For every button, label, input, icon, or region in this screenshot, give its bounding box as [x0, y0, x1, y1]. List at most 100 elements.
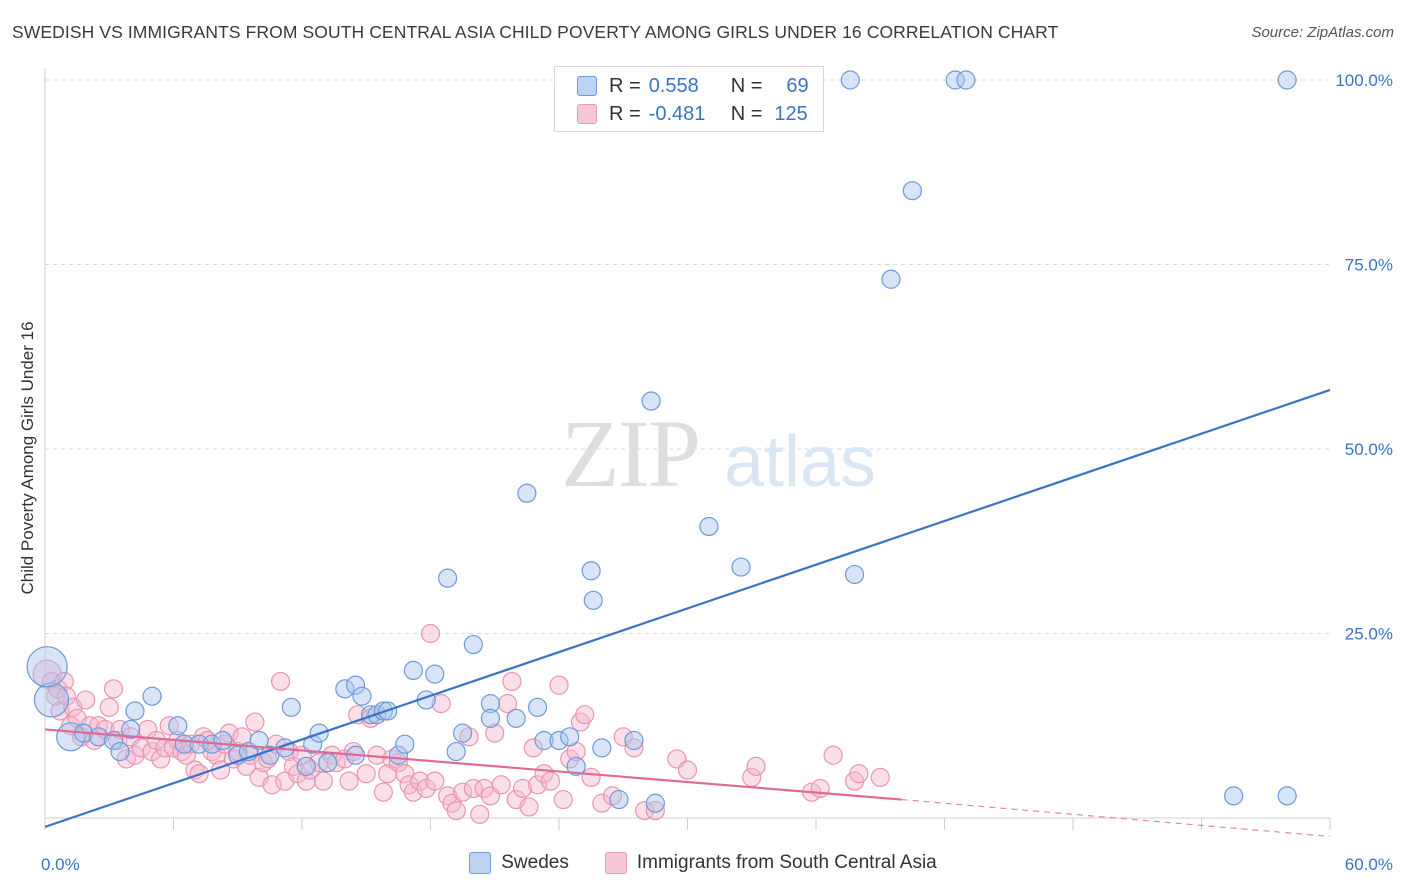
immigrants-point: [498, 694, 518, 714]
immigrants-point: [339, 771, 359, 791]
immigrants-point: [54, 671, 74, 692]
swatch-immigrants: [577, 104, 597, 124]
swedes-point: [33, 682, 70, 718]
legend-n-label: N =: [730, 102, 763, 125]
swedes-point: [527, 697, 548, 717]
legend-n-label: N =: [730, 74, 763, 97]
swedes-point: [168, 716, 188, 736]
y-tick-label: 25.0%: [1345, 625, 1393, 644]
swedes-point: [956, 70, 976, 90]
immigrants-point: [151, 749, 171, 769]
immigrants-point: [431, 694, 451, 714]
immigrants-point: [645, 801, 665, 821]
swedes-point: [881, 269, 901, 289]
watermark: ZIP atlas: [561, 400, 876, 507]
swedes-point: [480, 694, 501, 714]
swedes-point: [1277, 786, 1297, 806]
swatch-swedes: [469, 852, 492, 874]
swedes-point: [583, 590, 603, 610]
immigrants-point: [560, 749, 580, 769]
immigrants-point: [870, 767, 890, 788]
legend-r-label: R =: [609, 102, 641, 125]
immigrants-point: [810, 778, 830, 799]
immigrants-point: [849, 764, 869, 784]
immigrants-trend-extension: [901, 798, 1331, 838]
swedes-point: [624, 730, 644, 751]
swatch-immigrants: [604, 852, 627, 874]
immigrants-point: [677, 760, 698, 780]
immigrants-point: [459, 727, 479, 747]
legend-n-value: 69: [786, 74, 809, 97]
immigrants-point: [470, 804, 490, 824]
immigrants-point: [502, 671, 522, 692]
immigrants-point: [581, 767, 601, 788]
immigrants-point: [446, 801, 466, 821]
swedes-point: [560, 727, 580, 747]
swedes-point: [110, 741, 130, 762]
swedes-point: [480, 708, 501, 728]
swedes-point: [213, 730, 233, 751]
immigrants-point: [103, 679, 124, 699]
swedes-point: [506, 708, 526, 728]
immigrants-point: [110, 719, 130, 740]
immigrants-point: [512, 778, 533, 799]
tick-labels: 25.0% 50.0% 75.0% 100.0% 0.0% 60.0%: [41, 71, 1393, 874]
swedes-point: [281, 697, 301, 717]
y-tick-label: 50.0%: [1345, 440, 1393, 459]
swedes-point: [296, 756, 316, 776]
swedes-point: [425, 664, 445, 684]
swedes-point: [902, 181, 922, 201]
immigrants-point: [296, 771, 316, 791]
swedes-point: [121, 719, 141, 740]
immigrants-point: [356, 764, 376, 784]
chart-title: SWEDISH VS IMMIGRANTS FROM SOUTH CENTRAL…: [12, 22, 1059, 42]
immigrants-point: [219, 723, 239, 743]
correlation-legend: R = 0.558 N = 69 R = -0.481 N = 125: [554, 66, 824, 132]
swedes-point: [453, 723, 473, 743]
swedes-point: [534, 730, 554, 751]
swedes-point: [26, 646, 68, 688]
swedes-point: [88, 727, 109, 747]
swedes-point: [125, 701, 145, 721]
immigrants-point: [425, 771, 445, 791]
immigrants-point: [262, 775, 282, 795]
immigrants-point: [403, 782, 423, 802]
legend-r-value: 0.558: [648, 74, 699, 97]
swedes-point: [945, 70, 965, 90]
y-tick-label: 100.0%: [1335, 71, 1393, 90]
immigrants-point: [270, 671, 291, 692]
immigrants-point: [373, 782, 393, 802]
swedes-point: [352, 686, 372, 706]
legend-r-label: R =: [609, 74, 641, 97]
swedes-trend-line: [44, 388, 1331, 828]
immigrants-point: [549, 675, 569, 695]
swedes-point: [641, 391, 661, 411]
immigrants-point: [635, 801, 655, 821]
immigrants-point: [313, 771, 334, 791]
immigrants-point: [602, 786, 623, 806]
immigrants-point: [624, 738, 644, 758]
swedes-point: [592, 738, 612, 758]
swedes-point: [345, 675, 366, 695]
legend-label-swedes: Swedes: [501, 852, 569, 873]
immigrants-point: [420, 623, 441, 644]
legend-row-immigrants: R = -0.481 N = 125: [577, 101, 808, 127]
watermark-atlas: atlas: [724, 422, 876, 502]
immigrants-point: [823, 745, 843, 765]
swedes-point: [1277, 70, 1297, 90]
legend-item-swedes: Swedes: [469, 852, 569, 874]
series-legend: Swedes Immigrants from South Central Asi…: [0, 852, 1406, 874]
swedes-point: [403, 660, 423, 681]
legend-label-immigrants: Immigrants from South Central Asia: [636, 852, 937, 873]
immigrants-point: [553, 789, 573, 810]
swedes-point: [446, 741, 466, 762]
swedes-point: [566, 756, 586, 776]
swedes-point: [395, 734, 415, 754]
swedes-point: [549, 730, 569, 751]
immigrants-point: [453, 782, 473, 802]
immigrants-point: [746, 756, 766, 776]
immigrants-point: [485, 723, 505, 743]
swedes-point: [335, 679, 355, 699]
immigrants-point: [76, 690, 96, 710]
swedes-point: [56, 722, 86, 752]
